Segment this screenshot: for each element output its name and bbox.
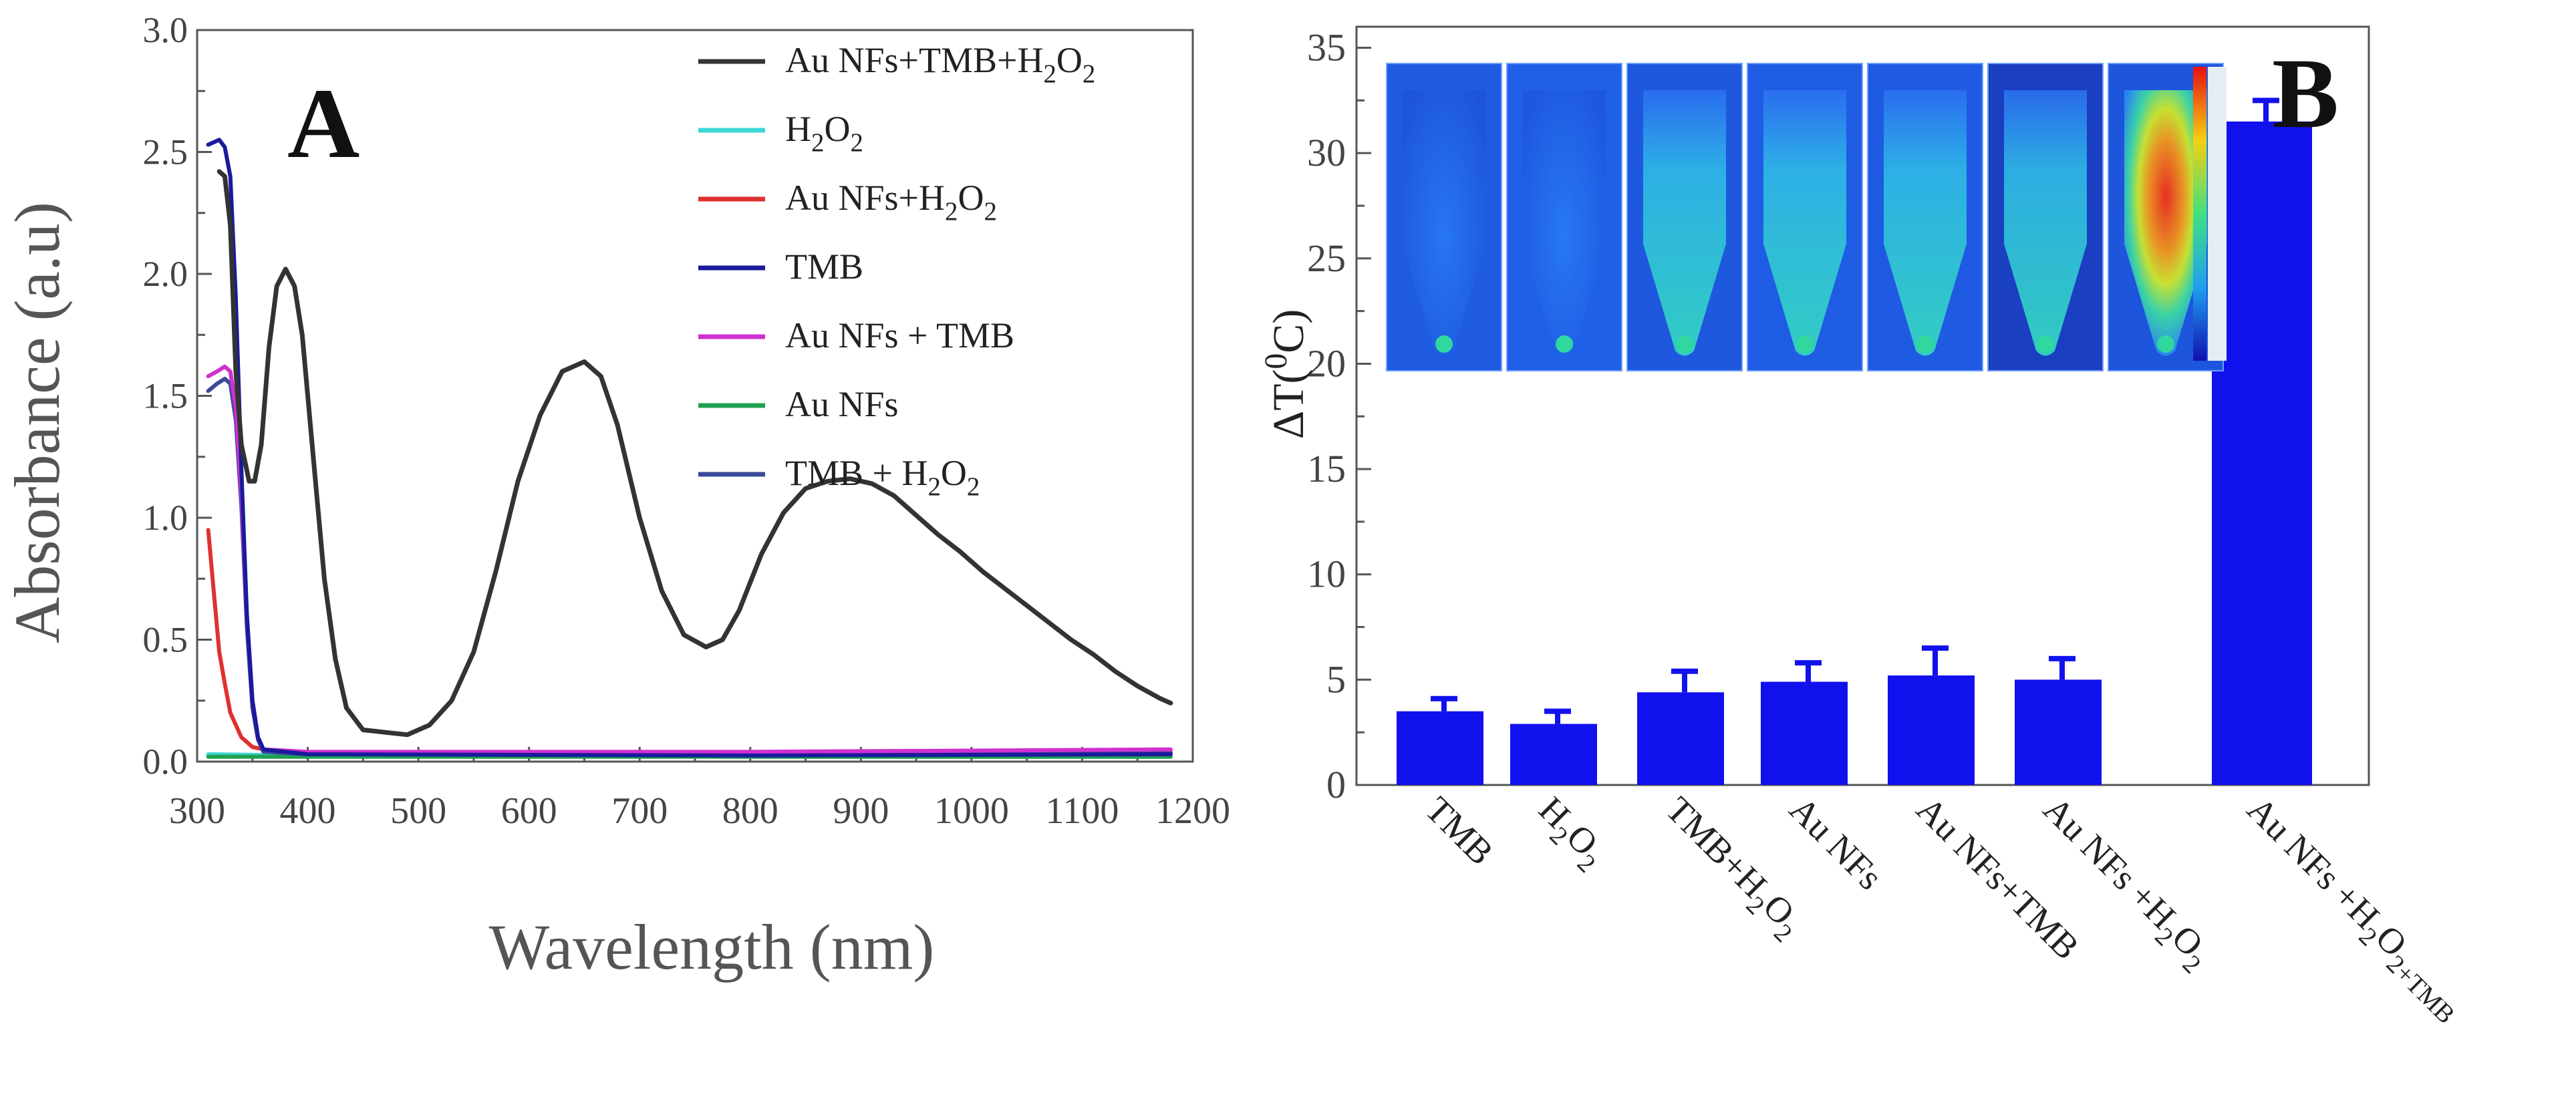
tube-tip-icon [1556,335,1573,353]
x-category-label-b: Au NFs +H2O2+TMB [2234,789,2474,1029]
y-tick-label-a: 3.0 [143,10,188,50]
y-tick-label-b: 5 [1326,657,1346,701]
series-line-a-3 [206,138,1173,758]
tube-icon [1643,90,1726,356]
bar-b [1888,675,1975,785]
bar-b [1397,711,1483,785]
legend-label-a: TMB [785,247,863,287]
bar-b [2015,679,2102,785]
legend-label-a: Au NFs+H2O2 [785,178,997,226]
panel-label-b: B [2272,38,2339,149]
x-tick-label-a: 800 [722,790,778,832]
tube-icon [1763,90,1846,356]
x-category-label-b: H2O2 [1526,789,1615,879]
y-tick-label-b: 15 [1307,447,1346,490]
x-category-label-b: Au NFs [1782,789,1890,897]
tube-icon [2004,90,2087,356]
tube-tip-icon [1916,335,1934,353]
panel-a-absorbance-chart: 0.0 0.5 1.0 1.5 2.0 2.5 3.0 300 400 500 600 700 800 9… [1,10,1230,983]
legend-label-a: H2O2 [785,109,863,157]
legend-label-a: Au NFs [785,384,899,424]
legend-label-a: TMB + H2O2 [785,453,980,501]
tube-tip-icon [1676,335,1693,353]
series-line-a-6 [206,377,1173,756]
series-line-a-0 [217,169,1173,738]
y-tick-label-a: 0.5 [143,620,188,660]
y-tick-label-a: 0.0 [143,742,188,782]
bar-b [1637,692,1724,785]
x-tick-label-a: 500 [390,790,446,832]
y-tick-label-b: 30 [1307,131,1346,174]
tube-icon [2124,90,2207,356]
panel-label-a: A [287,68,360,179]
y-tick-label-b: 25 [1307,236,1346,280]
y-tick-label-b: 10 [1307,552,1346,596]
tube-tip-icon [2157,335,2174,353]
y-tick-label-a: 1.5 [143,376,188,416]
x-tick-label-a: 600 [501,790,557,832]
x-category-label-b: TMB [1418,789,1501,872]
x-tick-label-a: 1000 [934,790,1009,832]
y-tick-label-a: 1.0 [143,498,188,538]
y-tick-label-a: 2.5 [143,132,188,172]
y-axis-label-b: ΔT(0C) [1259,309,1313,440]
color-scale-ticks [2208,67,2227,361]
tube-tip-icon [1435,335,1453,353]
legend-label-a: Au NFs + TMB [785,315,1014,355]
legend-label-a: Au NFs+TMB+H2O2 [785,40,1095,88]
tube-tip-icon [1796,335,1814,353]
color-scale-bar [2193,67,2206,361]
y-tick-label-b: 0 [1326,763,1346,806]
x-tick-label-a: 1100 [1045,790,1119,832]
x-tick-label-a: 1200 [1155,790,1230,832]
y-tick-label-a: 2.0 [143,254,188,294]
thermal-image-inset [1386,63,2227,371]
series-line-a-4 [206,364,1173,754]
tube-icon [1884,90,1967,356]
x-tick-label-a: 700 [611,790,668,832]
bar-b [2212,121,2312,785]
y-tick-label-b: 20 [1307,341,1346,385]
x-tick-label-a: 300 [169,790,225,832]
tube-icon [1403,90,1485,356]
bar-b [1510,724,1597,785]
tube-tip-icon [2037,335,2054,353]
plot-frame-b [1355,25,2370,786]
x-tick-label-a: 400 [280,790,336,832]
x-axis-label-a: Wavelength (nm) [489,911,935,983]
bar-b [1761,681,1848,785]
y-tick-label-b: 35 [1307,26,1346,69]
y-axis-label-a: Absorbance (a.u) [1,202,73,643]
x-tick-label-a: 900 [833,790,889,832]
tube-icon [1523,90,1606,356]
